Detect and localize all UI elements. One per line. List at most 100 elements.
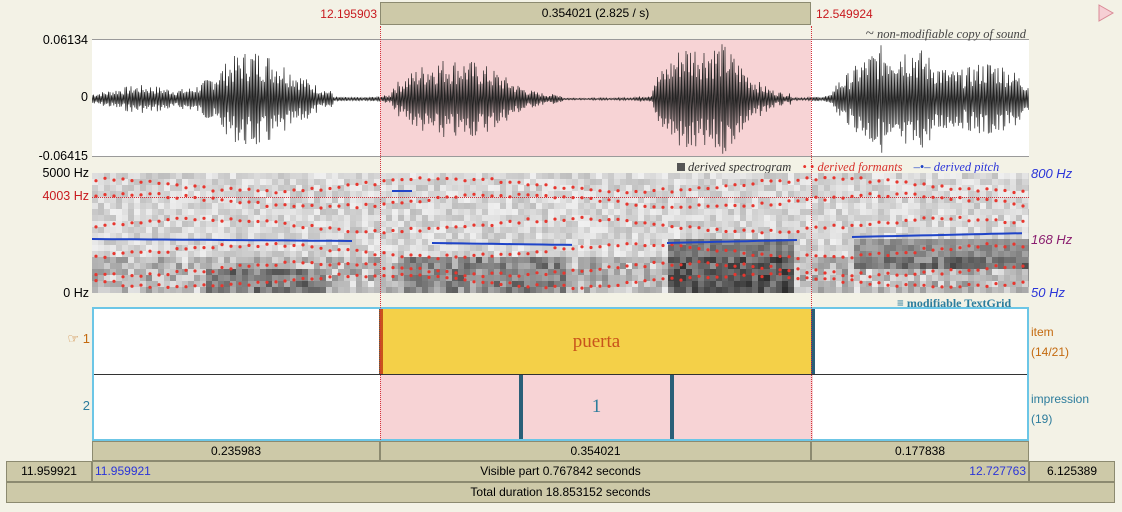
selection-duration-cell[interactable]: 0.354021 [380, 441, 811, 461]
spectrogram-cell [674, 221, 680, 227]
spectrogram-cell [584, 269, 590, 275]
formant-point [166, 273, 170, 277]
spectrogram-cell [1010, 173, 1016, 179]
spectrogram-cell [278, 245, 284, 251]
spectrogram-cell [578, 257, 584, 263]
spectrogram-cell [950, 239, 956, 245]
spectrogram-cell [608, 173, 614, 179]
spectrogram-cell [98, 197, 104, 203]
visible-part-button[interactable]: 11.959921 Visible part 0.767842 seconds … [92, 461, 1029, 482]
spectrogram-cell [932, 275, 938, 281]
spectrogram-cell [980, 281, 986, 287]
spectrogram-cell [338, 251, 344, 257]
spectrogram-cell [716, 257, 722, 263]
spectrogram-cell [266, 215, 272, 221]
tier-2-boundary-right[interactable] [670, 375, 674, 439]
spectrogram-cell [326, 251, 332, 257]
spectrogram-cell [476, 233, 482, 239]
spectrogram-cell [236, 221, 242, 227]
spectrogram-cell [800, 197, 806, 203]
spectrogram-cell [746, 185, 752, 191]
spectrogram-cell [704, 245, 710, 251]
spectrogram-cell [284, 287, 290, 293]
spectrogram-cell [554, 263, 560, 269]
spectrogram-cell [212, 215, 218, 221]
spectrogram-cell [482, 239, 488, 245]
spectrogram-cell [878, 215, 884, 221]
spectrogram-cell [560, 227, 566, 233]
spectrogram-cell [1004, 179, 1010, 185]
spectrogram-cell [242, 245, 248, 251]
window-end-button[interactable]: 6.125389 [1029, 461, 1115, 482]
formant-point [814, 178, 818, 182]
spectrogram-cell [740, 287, 746, 293]
spectrogram-cell [128, 209, 134, 215]
tier-2-interval-text[interactable]: 1 [591, 396, 602, 417]
formant-point [184, 193, 188, 198]
pitch-cursor-label: 168 Hz [1031, 232, 1073, 247]
tier-1-label[interactable]: ☞ 1 [67, 331, 90, 347]
spectrogram-cell [686, 251, 692, 257]
spectrogram-cell [128, 197, 134, 203]
spectrogram-cell [284, 173, 290, 179]
tier-2[interactable]: 1 [94, 375, 1027, 439]
spectrogram-cell [800, 191, 806, 197]
spectrogram-cell [446, 239, 452, 245]
spectrogram-cell [260, 257, 266, 263]
spectrogram-cell [398, 263, 404, 269]
spectrogram-cell [440, 239, 446, 245]
spectrogram-cell [308, 191, 314, 197]
spectrogram-cell [632, 269, 638, 275]
spectrogram-cell [938, 275, 944, 281]
spectrogram-cell [230, 215, 236, 221]
tier-1-boundary-right[interactable] [811, 309, 815, 374]
spectrogram-cell [266, 239, 272, 245]
tier-1-interval-text[interactable]: puerta [572, 331, 621, 352]
window-start-button[interactable]: 11.959921 [6, 461, 92, 482]
right-duration-button[interactable]: 0.177838 [811, 441, 1029, 461]
spectrogram-cell [776, 275, 782, 281]
formant-point [364, 202, 368, 206]
tier-1-interval-selected[interactable]: puerta [380, 309, 813, 374]
spectrogram-cell [740, 197, 746, 203]
tier-1-boundary-left[interactable] [379, 309, 383, 374]
spectrogram-cell [872, 191, 878, 197]
play-triangle-icon[interactable] [1097, 4, 1115, 22]
spectrogram-cell [458, 239, 464, 245]
tier-2-boundary-left[interactable] [519, 375, 523, 439]
spectrogram-cell [320, 191, 326, 197]
spectrogram-cell [788, 203, 794, 209]
waveform-panel[interactable] [92, 39, 1029, 157]
spectrogram-cell [746, 221, 752, 227]
spectrogram-cell [932, 227, 938, 233]
formant-point [913, 251, 917, 255]
spectrogram-cell [1028, 245, 1029, 251]
spectrogram-cell [410, 197, 416, 203]
spectrogram-cell [824, 263, 830, 269]
spectrogram-cell [230, 227, 236, 233]
spectrogram-cell [92, 185, 98, 191]
formant-point [382, 266, 386, 271]
spectrogram-cell [1028, 233, 1029, 239]
spectrogram-panel[interactable] [92, 173, 1029, 293]
spectrogram-cell [812, 269, 818, 275]
formant-point [769, 264, 773, 268]
total-duration-button[interactable]: Total duration 18.853152 seconds [6, 482, 1115, 503]
spectrogram-cell [788, 287, 794, 293]
spectrogram-cell [578, 209, 584, 215]
spectrogram-cell [878, 251, 884, 257]
spectrogram-cell [638, 197, 644, 203]
spectrogram-cell [362, 191, 368, 197]
spectrogram-cell [578, 173, 584, 179]
tier-2-number[interactable]: 2 [82, 398, 90, 413]
spectrogram-cell [716, 197, 722, 203]
formant-point [985, 187, 989, 191]
left-duration-button[interactable]: 0.235983 [92, 441, 380, 461]
spectrogram-cell [638, 263, 644, 269]
formant-point [625, 280, 629, 285]
selection-duration-button[interactable]: 0.354021 (2.825 / s) [380, 2, 811, 25]
spectrogram-cell [302, 233, 308, 239]
formant-point [445, 225, 449, 229]
tier-1[interactable]: puerta [94, 309, 1027, 375]
formant-point [247, 187, 251, 191]
